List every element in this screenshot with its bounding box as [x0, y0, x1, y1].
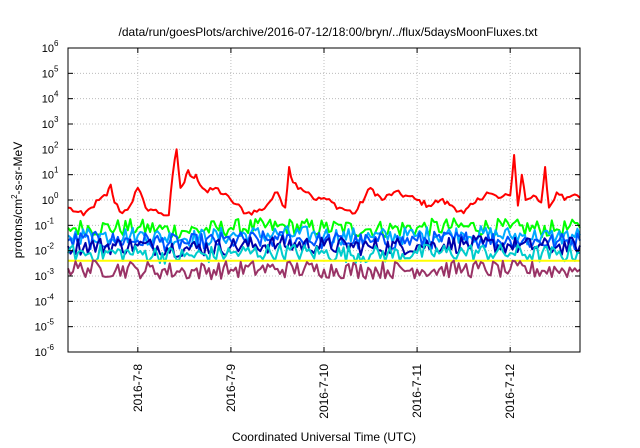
y-tick-label-exp: 3 — [54, 115, 59, 124]
series-line — [67, 230, 581, 252]
y-tick-label-exp: -3 — [47, 267, 55, 276]
y-tick-label-exp: 0 — [54, 191, 59, 200]
y-tick-label-exp: 4 — [54, 90, 59, 99]
series-line — [67, 243, 581, 265]
y-tick-label-exp: 2 — [54, 140, 59, 149]
y-tick-label-base: 10 — [42, 94, 54, 106]
y-axis-label-suffix: -s-sr-MeV — [11, 142, 25, 195]
y-tick-label-base: 10 — [42, 68, 54, 80]
y-axis-label-prefix: protons/cm — [11, 199, 25, 258]
y-tick-label: 10-6 — [35, 343, 55, 359]
y-tick-label: 104 — [42, 90, 59, 106]
x-tick-label: 2016-7-12 — [503, 364, 517, 419]
y-tick-label-exp: -5 — [47, 318, 55, 327]
y-tick-label-base: 10 — [42, 119, 54, 131]
x-tick-label: 2016-7-10 — [317, 364, 331, 419]
y-tick-label-exp: 5 — [54, 64, 59, 73]
chart-title: /data/run/goesPlots/archive/2016-07-12/1… — [119, 25, 539, 39]
y-axis-label-sup: 2 — [10, 194, 19, 199]
y-tick-label: 100 — [42, 191, 59, 207]
y-tick-label-exp: -2 — [47, 242, 55, 251]
y-tick-label-base: 10 — [42, 43, 54, 55]
x-tick-label: 2016-7-11 — [410, 364, 424, 418]
y-tick-label-exp: 1 — [54, 166, 59, 175]
grid-lines — [68, 48, 580, 352]
y-tick-label-base: 10 — [35, 322, 47, 334]
y-tick-label: 102 — [42, 140, 59, 156]
x-axis-label: Coordinated Universal Time (UTC) — [232, 430, 416, 444]
y-tick-label: 105 — [42, 64, 59, 80]
series-layer — [67, 148, 581, 281]
x-tick-label: 2016-7-9 — [224, 364, 238, 412]
y-tick-label: 10-5 — [35, 318, 55, 334]
y-tick-label-exp: 6 — [54, 39, 59, 48]
axis-ticks: 10610510410310210110010-110-210-310-410-… — [35, 39, 580, 419]
y-axis-label: protons/cm2-s-sr-MeV — [10, 142, 25, 258]
y-tick-label-base: 10 — [35, 271, 47, 283]
y-tick-label-base: 10 — [42, 144, 54, 156]
y-tick-label: 10-1 — [35, 216, 55, 232]
y-tick-label-exp: -6 — [47, 343, 55, 352]
y-tick-label-base: 10 — [35, 246, 47, 258]
series-line — [67, 148, 581, 217]
y-tick-label-exp: -1 — [47, 216, 55, 225]
y-tick-label: 10-2 — [35, 242, 55, 258]
y-tick-label: 10-4 — [35, 292, 55, 308]
y-tick-label: 106 — [42, 39, 59, 55]
y-tick-label: 103 — [42, 115, 59, 131]
y-tick-label: 10-3 — [35, 267, 55, 283]
x-tick-label: 2016-7-8 — [131, 364, 145, 412]
y-tick-label-base: 10 — [35, 347, 47, 359]
series-line — [67, 259, 581, 281]
y-tick-label-exp: -4 — [47, 292, 55, 301]
y-tick-label-base: 10 — [42, 170, 54, 182]
y-tick-label-base: 10 — [35, 296, 47, 308]
y-tick-label-base: 10 — [42, 195, 54, 207]
y-tick-label: 101 — [42, 166, 59, 182]
y-tick-label-base: 10 — [35, 220, 47, 232]
